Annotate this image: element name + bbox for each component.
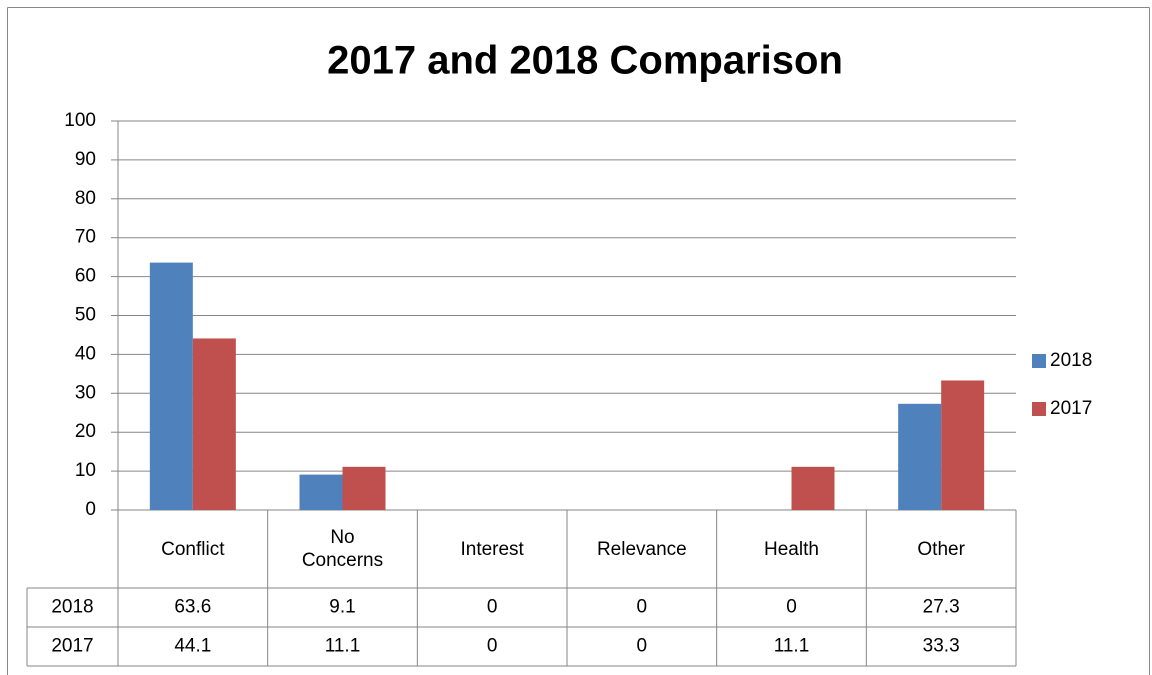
table-value: 0 [637,636,648,657]
category-label-box: Interest [417,510,567,588]
category-label-box: Conflict [118,510,268,588]
legend-label: 2018 [1050,350,1092,371]
category-cell: No Concerns [268,510,418,588]
legend-swatch [1032,354,1046,368]
y-tick-label: 0 [85,499,96,520]
bar [342,466,386,510]
x-tick-label: No Concerns [301,527,384,571]
table-value: 0 [786,597,797,618]
category-label-box: Relevance [567,510,717,588]
y-tick-label: 90 [75,149,96,170]
category-cell: Relevance [567,510,717,588]
x-tick-label: Other [917,538,965,560]
table-value: 11.1 [774,636,810,657]
y-tick-label: 10 [75,460,96,481]
bar [791,466,835,510]
table-value: 0 [637,597,648,618]
legend-swatch [1032,402,1046,416]
table-value: 0 [487,597,498,618]
table-value: 44.1 [174,636,211,657]
y-tick-label: 70 [75,227,96,248]
bar [149,262,193,510]
y-tick-label: 20 [75,421,96,442]
table-value: 9.1 [329,597,355,618]
bar [299,474,343,510]
x-tick-label: Relevance [596,538,687,560]
table-row-header: 2017 [51,636,93,657]
table-value: 63.6 [174,597,211,618]
table-value: 27.3 [923,597,960,618]
category-label-box: Health [717,510,867,588]
chart-title: 2017 and 2018 Comparison [327,39,843,83]
table-row-header: 2018 [51,597,93,618]
category-cell: Other [866,510,1016,588]
table-value: 0 [487,636,498,657]
y-tick-label: 30 [75,382,96,403]
category-cell: Health [717,510,867,588]
y-tick-label: 40 [75,343,96,364]
category-label-box: No Concerns [268,510,418,588]
table-value: 33.3 [923,636,960,657]
y-tick-label: 50 [75,305,96,326]
category-cell: Interest [417,510,567,588]
legend-label: 2017 [1050,398,1092,419]
category-cell: Conflict [118,510,268,588]
bar [192,338,236,510]
x-tick-label: Interest [460,538,524,560]
x-tick-label: Conflict [161,538,225,560]
y-tick-label: 80 [75,188,96,209]
table-value: 11.1 [325,636,361,657]
bar [898,403,942,510]
y-tick-label: 60 [75,266,96,287]
category-label-box: Other [866,510,1016,588]
x-tick-label: Health [764,538,819,560]
y-tick-label: 100 [64,110,96,131]
bar [941,380,985,510]
